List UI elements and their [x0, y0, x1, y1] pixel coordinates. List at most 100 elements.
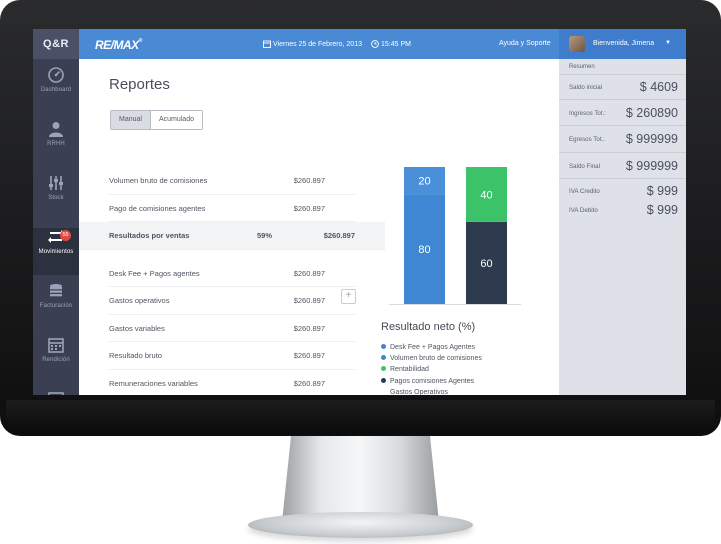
row-value: $260.897 [293, 203, 325, 213]
legend-dot-icon [381, 355, 386, 361]
summary-label: Egresos Tot.: [569, 136, 605, 143]
summary-value: $ 260890 [625, 106, 678, 120]
legend-item: Gastos Operativos [381, 387, 482, 395]
calendar-icon [263, 40, 271, 48]
row-value: $260.897 [293, 176, 325, 185]
sidebar-item-facturacion[interactable]: Facturación [33, 282, 79, 329]
chart-bar-segment [466, 167, 507, 222]
notification-badge: 55 [60, 230, 71, 241]
row-label: Resultados por ventas [109, 231, 190, 240]
chart-bar-segment [466, 221, 507, 304]
chart-data-label: 40 [480, 189, 492, 201]
sidebar-item-label: RRHH [47, 141, 65, 147]
table-row: Desk Fee + Pagos agentes $260.897 [109, 260, 355, 287]
row-label: Pago de comisiones agentes [109, 203, 206, 213]
summary-value: $ 4609 [639, 80, 678, 94]
summary-value: $ 999 [646, 203, 678, 217]
user-welcome: Bienvenida, Jimena [593, 40, 655, 47]
chart-data-label: 80 [418, 244, 430, 256]
sidebar-item-label: Facturación [39, 303, 73, 309]
time-text: 15:45 PM [381, 41, 411, 48]
table-row: Remuneraciones variables $260.897 [109, 370, 355, 396]
legend-dot-icon [381, 377, 386, 383]
chart-bar-segment [404, 167, 445, 195]
calendar-icon [48, 338, 64, 353]
monitor-stand-base [248, 512, 473, 538]
tab-acumulado[interactable]: Acumulado [149, 111, 202, 129]
row-value: $260.897 [323, 231, 355, 240]
summary-value: $ 999999 [625, 132, 678, 146]
row-value: $260.897 [293, 378, 325, 388]
row-value: $260.897 [293, 296, 325, 305]
sidebar-item-label: Rendición [42, 357, 70, 363]
sidebar: Q&R Dashboard RRHH Stock Movimientos 55 … [33, 29, 79, 395]
user-icon [49, 122, 63, 137]
sidebar-item-estadisticas[interactable]: Estadísticas [33, 390, 79, 395]
row-label: Desk Fee + Pagos agentes [109, 268, 200, 278]
main-content: Reportes Manual Acumulado Volumen bruto … [79, 59, 559, 395]
table-row: Pago de comisiones agentes $260.897 [109, 195, 355, 222]
sidebar-item-rendicion[interactable]: Rendición [33, 336, 79, 383]
subtotal-row: Resultados por ventas 59% $260.897 [79, 222, 385, 250]
sidebar-item-rrhh[interactable]: RRHH [33, 120, 79, 167]
tab-manual[interactable]: Manual [111, 111, 150, 129]
row-label: Volumen bruto de comisiones [109, 176, 208, 185]
summary-label: IVA Debito [569, 207, 598, 214]
sidebar-item-label: Stock [48, 195, 64, 201]
chart-bar-segment [404, 194, 445, 304]
row-label: Gastos variables [109, 323, 165, 333]
summary-value: $ 999 [646, 184, 678, 198]
chart-icon [48, 392, 64, 395]
brand-logo: RE/MAX® [95, 38, 142, 52]
help-link[interactable]: Ayuda y Soporte [499, 40, 551, 47]
chevron-down-icon: ▼ [665, 40, 671, 46]
sidebar-item-dashboard[interactable]: Dashboard [33, 66, 79, 113]
legend-label: Pagos comisiones Agentes [390, 377, 475, 385]
legend-label: Gastos Operativos [390, 388, 448, 395]
summary-value: $ 999999 [625, 159, 678, 173]
legend-dot-icon [381, 366, 386, 372]
sidebar-item-movimientos[interactable]: Movimientos 55 [33, 228, 79, 275]
divider [559, 99, 686, 100]
time-display: 15:45 PM [371, 40, 411, 48]
summary-label: Saldo inicial [569, 84, 603, 91]
date-display: Viernes 25 de Febrero, 2013 [263, 40, 362, 48]
legend-label: Rentabilidad [390, 366, 429, 374]
sidebar-item-stock[interactable]: Stock [33, 174, 79, 221]
summary-label: Saldo Final [569, 163, 600, 170]
app-logo[interactable]: Q&R [33, 29, 79, 59]
user-menu[interactable]: Bienvenida, Jimena ▼ [559, 29, 686, 59]
legend-label: Volumen bruto de comisiones [390, 355, 482, 363]
divider [559, 125, 686, 126]
brand-logo-text: RE/MAX [95, 38, 139, 52]
row-label: Gastos operativos [109, 296, 170, 305]
row-percent: 59% [257, 231, 273, 240]
legend-item: Pagos comisiones Agentes [381, 376, 482, 387]
divider [559, 178, 686, 179]
report-table: Volumen bruto de comisiones $260.897 Pago… [79, 167, 385, 396]
row-value: $260.897 [293, 351, 325, 360]
summary-panel: Resumen Saldo inicial $ 4609 Ingresos To… [559, 59, 686, 395]
dashboard-gauge-icon [48, 67, 64, 83]
chart-title: Resultado neto (%) [381, 321, 476, 333]
row-label: Remuneraciones variables [109, 378, 198, 388]
legend-item: Volumen bruto de comisiones [381, 353, 482, 364]
legend-item: Desk Fee + Pagos Agentes [381, 342, 482, 353]
sidebar-item-label: Movimientos [38, 249, 74, 255]
coins-icon [50, 284, 62, 297]
add-row-button[interactable]: + [341, 289, 356, 304]
summary-label: Ingresos Tot.: [569, 110, 607, 117]
avatar [569, 36, 585, 52]
report-mode-toggle: Manual Acumulado [110, 110, 203, 130]
table-row: Gastos operativos $260.897 [109, 287, 355, 315]
legend-item: Rentabilidad [381, 364, 482, 375]
legend-label: Desk Fee + Pagos Agentes [390, 344, 476, 351]
chart-data-label: 20 [418, 176, 430, 188]
monitor-stand-neck [282, 432, 439, 522]
divider [559, 152, 686, 153]
stacked-bar-chart: 80 20 60 40 [389, 167, 521, 305]
divider [559, 74, 686, 75]
table-row: Gastos variables $260.897 [109, 315, 355, 342]
date-text: Viernes 25 de Febrero, 2013 [273, 41, 362, 48]
chart-legend: Desk Fee + Pagos Agentes Volumen bruto de… [381, 342, 482, 395]
